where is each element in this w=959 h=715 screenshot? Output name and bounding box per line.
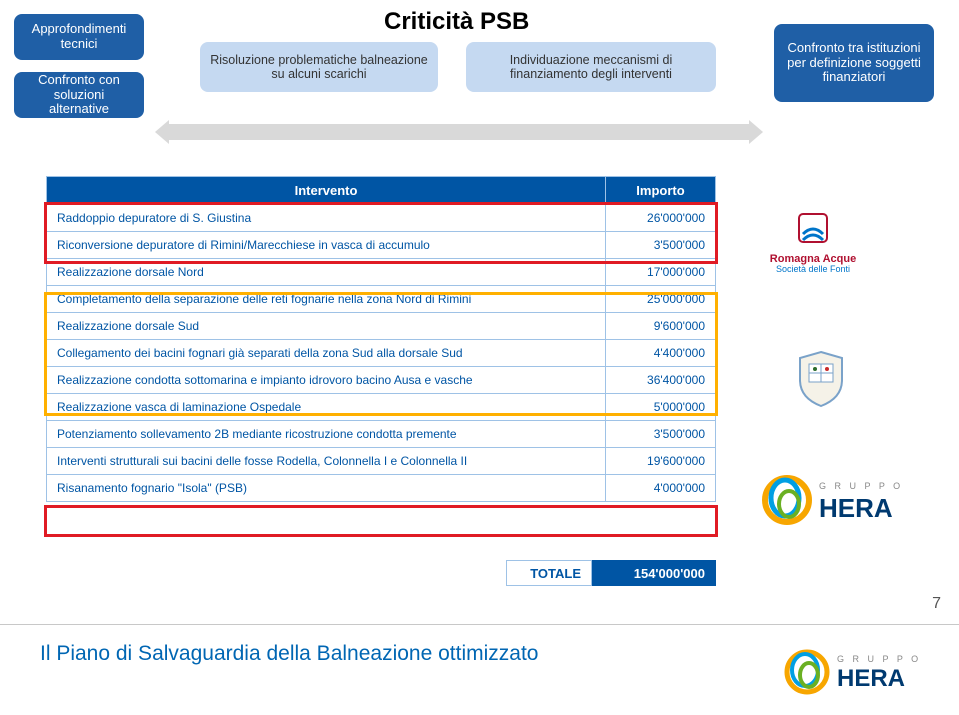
- box-confronto-soluzioni: Confronto con soluzioni alternative: [14, 72, 144, 118]
- table-row: Realizzazione dorsale Nord17'000'000: [47, 259, 716, 286]
- col-intervento: Intervento: [47, 177, 606, 205]
- total-label: TOTALE: [506, 560, 592, 586]
- table-row: Raddoppio depuratore di S. Giustina26'00…: [47, 205, 716, 232]
- romagna-acque-logo: Romagna Acque Società delle Fonti: [753, 210, 873, 275]
- arrow-band: [169, 124, 749, 140]
- box-confronto-istituzioni: Confronto tra istituzioni per definizion…: [774, 24, 934, 102]
- box-approfondimenti: Approfondimenti tecnici: [14, 14, 144, 60]
- diagram-title: Criticità PSB: [384, 8, 529, 36]
- table-body: Raddoppio depuratore di S. Giustina26'00…: [47, 205, 716, 502]
- gruppo-hera-logo-side: G R U P P O HERA: [759, 470, 929, 533]
- footer-divider: [0, 624, 959, 625]
- table-row: Realizzazione vasca di laminazione Osped…: [47, 394, 716, 421]
- table-row: Collegamento dei bacini fognari già sepa…: [47, 340, 716, 367]
- diagram-region: Criticità PSB Approfondimenti tecnici Co…: [14, 6, 944, 151]
- footer-title: Il Piano di Salvaguardia della Balneazio…: [40, 642, 538, 666]
- box-individuazione: Individuazione meccanismi di finanziamen…: [466, 42, 716, 92]
- svg-text:HERA: HERA: [837, 665, 905, 692]
- table-row: Realizzazione dorsale Sud9'600'000: [47, 313, 716, 340]
- total-row: TOTALE 154'000'000: [506, 560, 716, 586]
- table-row: Riconversione depuratore di Rimini/Marec…: [47, 232, 716, 259]
- page-number: 7: [932, 595, 941, 613]
- col-importo: Importo: [606, 177, 716, 205]
- highlight-red-2: [44, 505, 718, 537]
- table-row: Potenziamento sollevamento 2B mediante r…: [47, 421, 716, 448]
- table-row: Risanamento fognario "Isola" (PSB)4'000'…: [47, 475, 716, 502]
- interventi-table: Intervento Importo Raddoppio depuratore …: [46, 176, 716, 502]
- gruppo-hera-logo-footer: G R U P P O HERA: [781, 642, 941, 703]
- table-row: Completamento della separazione delle re…: [47, 286, 716, 313]
- shield-logo: [791, 350, 851, 411]
- svg-text:G R U P P O: G R U P P O: [837, 654, 921, 664]
- box-risoluzione: Risoluzione problematiche balneazione su…: [200, 42, 438, 92]
- table-row: Realizzazione condotta sottomarina e imp…: [47, 367, 716, 394]
- total-value: 154'000'000: [592, 560, 716, 586]
- table-row: Interventi strutturali sui bacini delle …: [47, 448, 716, 475]
